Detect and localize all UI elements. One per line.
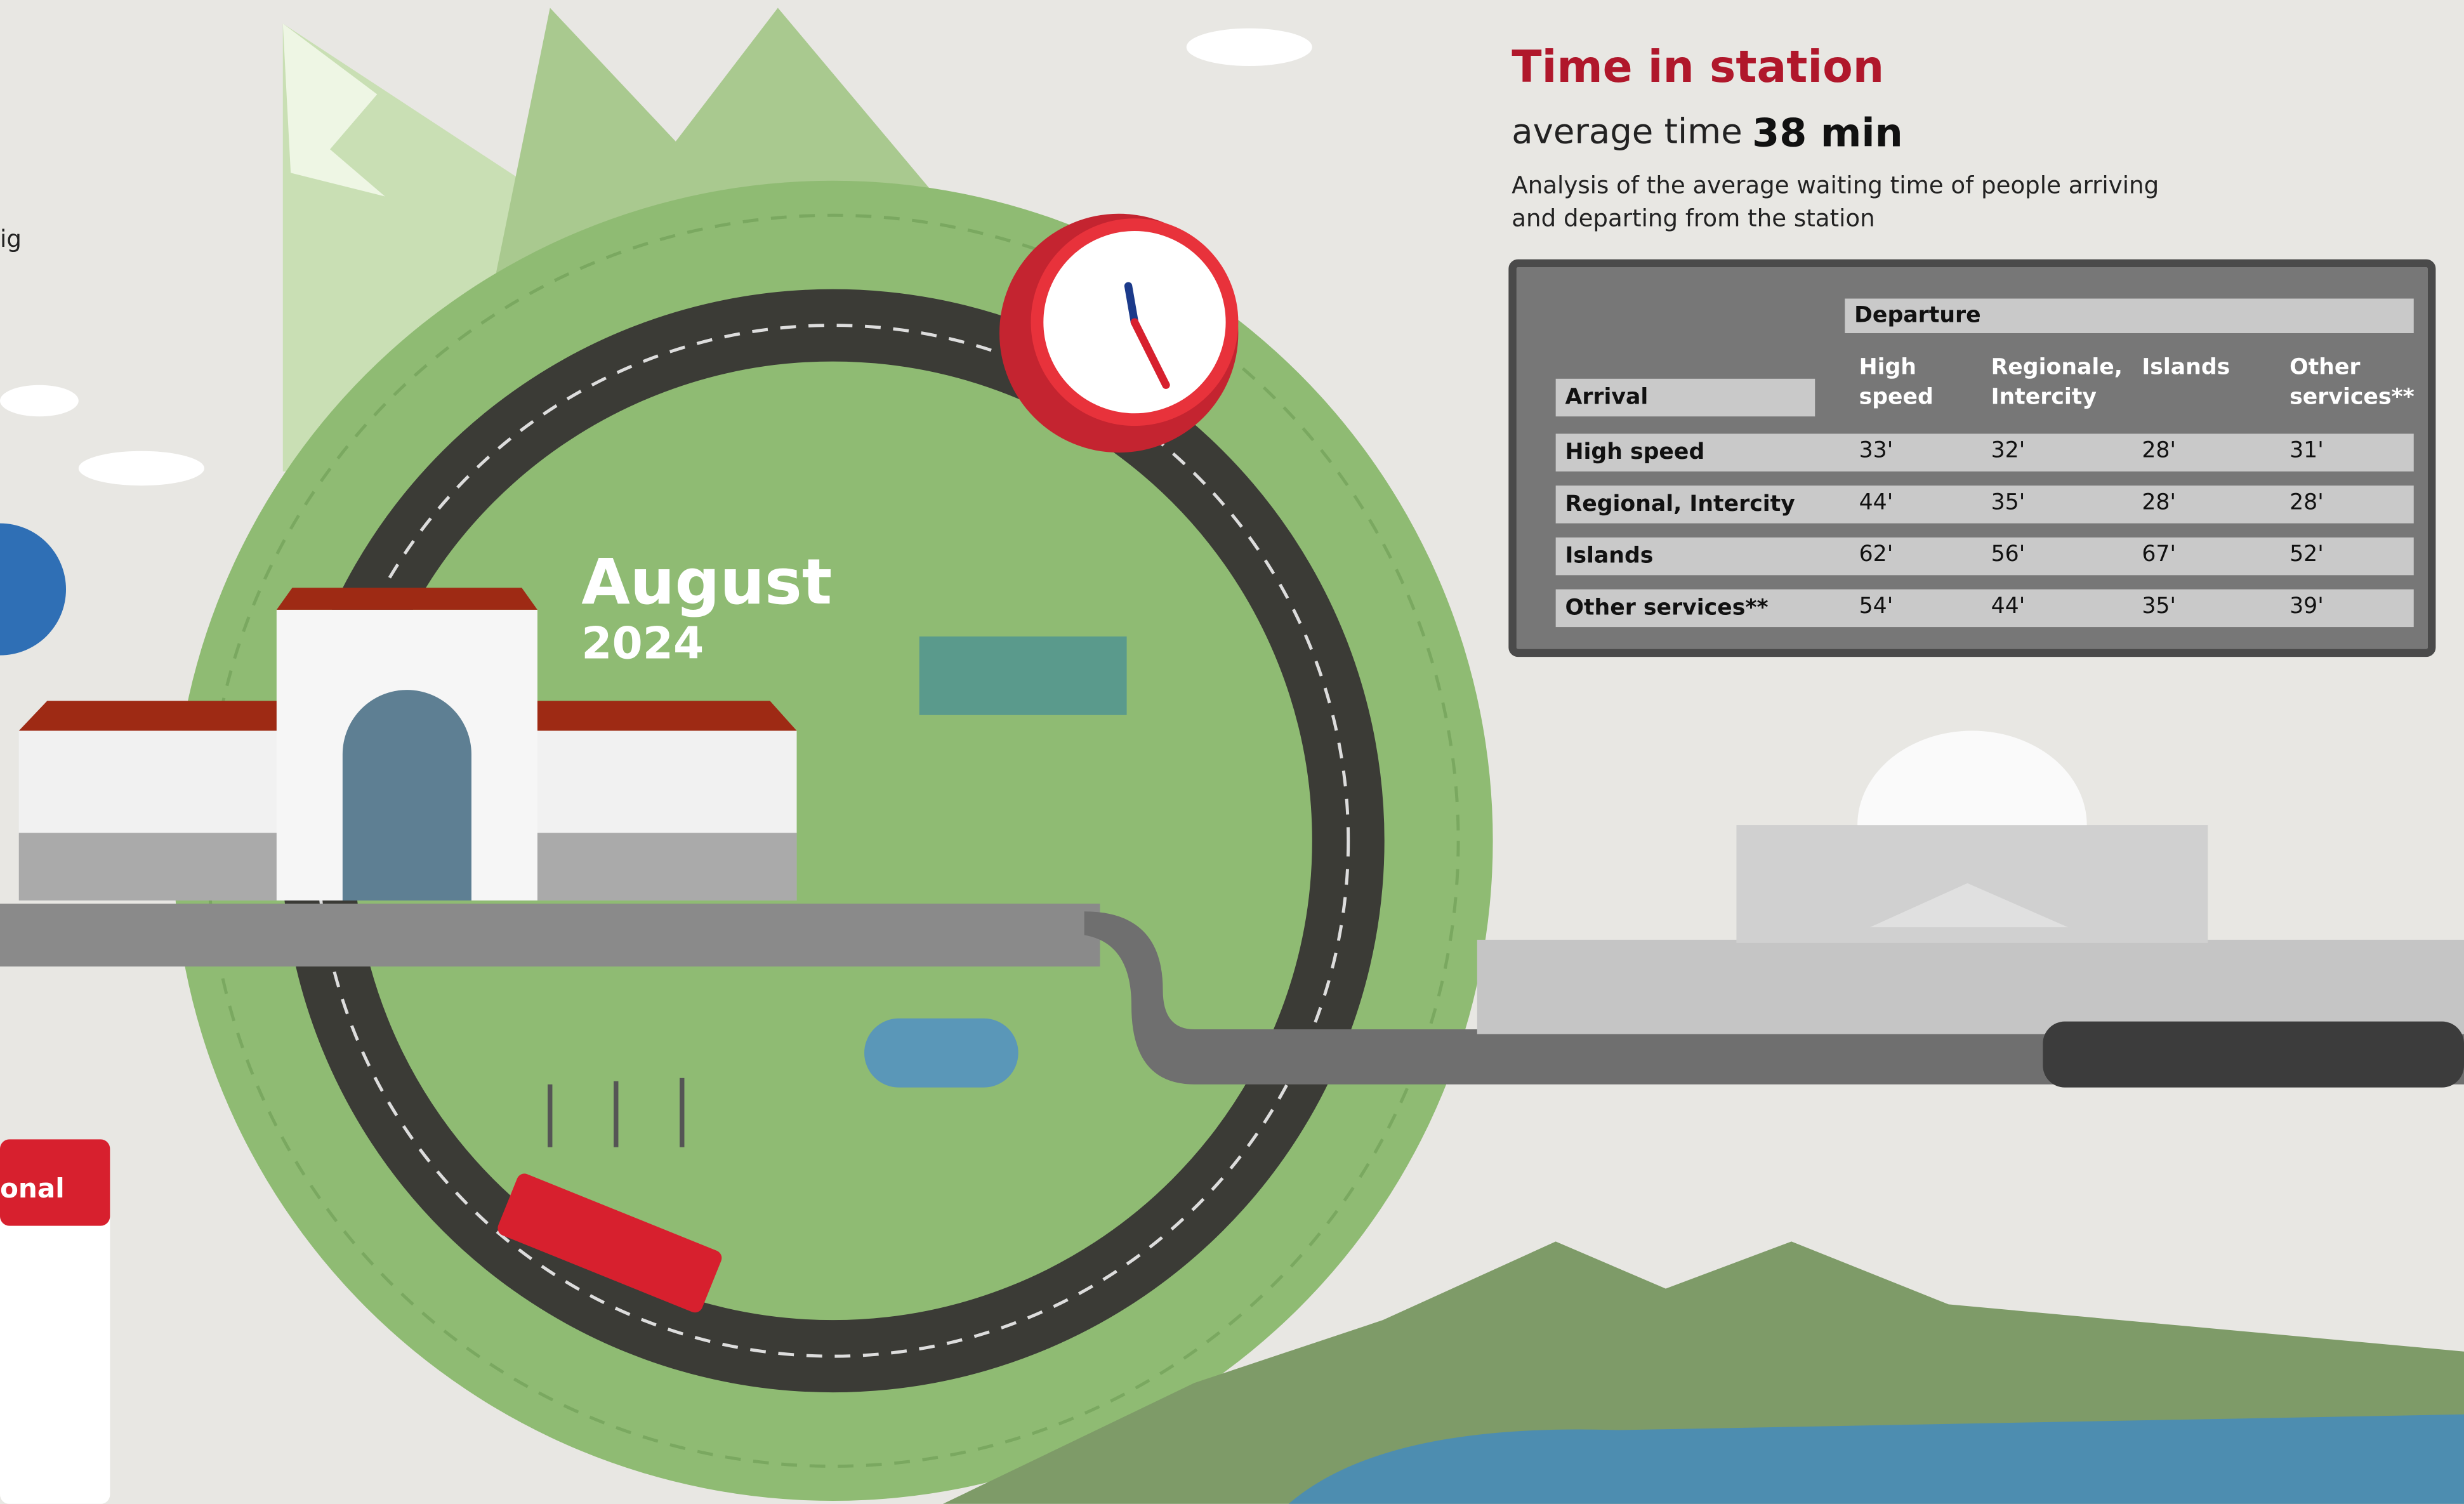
arrival-header: Arrival — [1556, 379, 1815, 416]
column-header: Regionale, Intercity — [1991, 353, 2133, 413]
table-cell: 35' — [2142, 594, 2176, 619]
table-cell: 35' — [1991, 491, 2026, 516]
table-cell: 32' — [1991, 439, 2026, 464]
infographic: ig onal August 2024 Time in station aver… — [0, 0, 2464, 1504]
table-cell: 31' — [2289, 439, 2324, 464]
row-label: Other services** — [1556, 590, 2414, 627]
palace — [1477, 940, 2464, 1034]
table-cell: 67' — [2142, 542, 2176, 567]
table-cell: 28' — [2142, 439, 2176, 464]
roof — [277, 588, 537, 610]
table-cell: 44' — [1859, 491, 1894, 516]
calendar-label: onal — [0, 1174, 65, 1206]
row-label: High speed — [1556, 433, 2414, 471]
cloud — [0, 385, 79, 417]
row-label: Islands — [1556, 538, 2414, 575]
pond — [864, 1019, 1018, 1088]
cloud — [79, 451, 204, 485]
page: ig onal August 2024 Time in station aver… — [0, 0, 2464, 1503]
building — [919, 637, 1127, 715]
table-cell: 28' — [2289, 491, 2324, 516]
entrance — [343, 690, 471, 900]
track — [0, 904, 1100, 966]
table-cell: 54' — [1859, 594, 1894, 619]
title: Time in station — [1512, 41, 1884, 93]
description: Analysis of the average waiting time of … — [1512, 169, 2203, 235]
month: August — [581, 547, 832, 619]
table-cell: 28' — [2142, 491, 2176, 516]
table-cell: 33' — [1859, 439, 1894, 464]
year: 2024 — [581, 617, 704, 670]
average-label: average time — [1512, 113, 1742, 152]
departure-header: Departure — [1845, 299, 2413, 333]
average-value: 38 min — [1752, 110, 1903, 155]
cloud — [1187, 29, 1312, 66]
column-header: Islands — [2142, 353, 2275, 383]
row-label: Regional, Intercity — [1556, 485, 2414, 523]
table-cell: 39' — [2289, 594, 2324, 619]
train — [2043, 1022, 2464, 1088]
cropped-text: ig — [0, 225, 22, 253]
table-cell: 62' — [1859, 542, 1894, 567]
table-cell: 56' — [1991, 542, 2026, 567]
column-header: Other services** — [2289, 353, 2423, 413]
table-cell: 44' — [1991, 594, 2026, 619]
table-cell: 52' — [2289, 542, 2324, 567]
column-header: High speed — [1859, 353, 1977, 413]
